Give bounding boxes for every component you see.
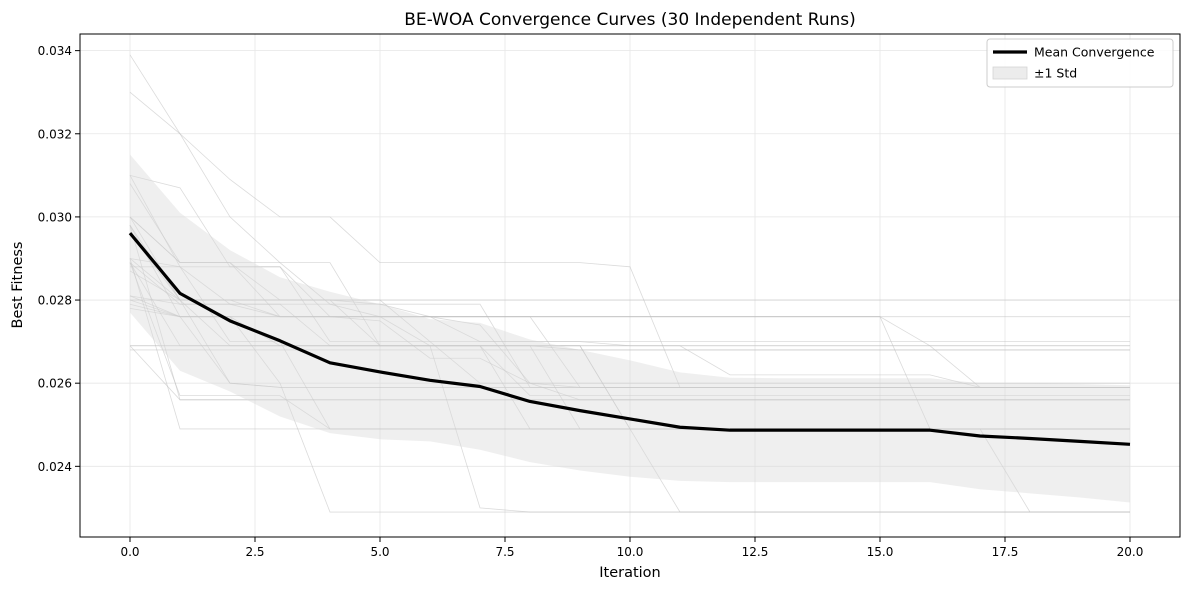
run-line [129,270,1130,343]
run-line [129,345,1130,401]
y-tick-label: 0.028 [38,294,72,308]
x-axis-label: Iteration [599,565,661,581]
y-tick-label: 0.034 [38,44,72,58]
x-tick-label: 20.0 [1117,545,1144,559]
run-line [129,233,1130,388]
y-tick-label: 0.026 [38,377,72,391]
y-axis-label: Best Fitness [10,242,26,329]
y-tick-label: 0.032 [38,127,72,141]
y-axis-ticks: 0.024 0.026 0.028 0.030 0.032 0.034 [38,44,80,474]
individual-runs [129,54,1130,513]
run-line [129,295,1130,397]
mean-convergence-line [128,232,1131,446]
legend-mean-label: Mean Convergence [1034,45,1155,60]
chart-title: BE-WOA Convergence Curves (30 Independen… [404,10,856,30]
std-band [130,154,1130,503]
run-line [129,216,1130,347]
run-line [130,266,1130,430]
legend: Mean Convergence ±1 Std [986,38,1174,88]
y-tick-label: 0.030 [38,210,72,224]
x-tick-label: 17.5 [992,545,1019,559]
x-tick-label: 7.5 [495,545,514,559]
x-tick-label: 15.0 [867,545,894,559]
x-tick-label: 2.5 [245,545,264,559]
y-tick-label: 0.024 [38,460,72,474]
plot-area: 0.0 2.5 5.0 7.5 10.0 12.5 15.0 17.5 20.0 0.0240.… [38,33,1181,559]
x-tick-label: 12.5 [742,545,769,559]
x-tick-label: 0.0 [120,545,139,559]
x-tick-label: 10.0 [617,545,644,559]
legend-box [986,38,1174,88]
x-tick-label: 5.0 [370,545,389,559]
legend-band-swatch [992,66,1028,80]
std-band-area [130,154,1130,503]
mean-line-group [128,232,1131,446]
x-axis-ticks: 0.0 2.5 5.0 7.5 10.0 12.5 15.0 17.5 20.0 [120,537,1143,559]
legend-band-label: ±1 Std [1034,66,1077,81]
